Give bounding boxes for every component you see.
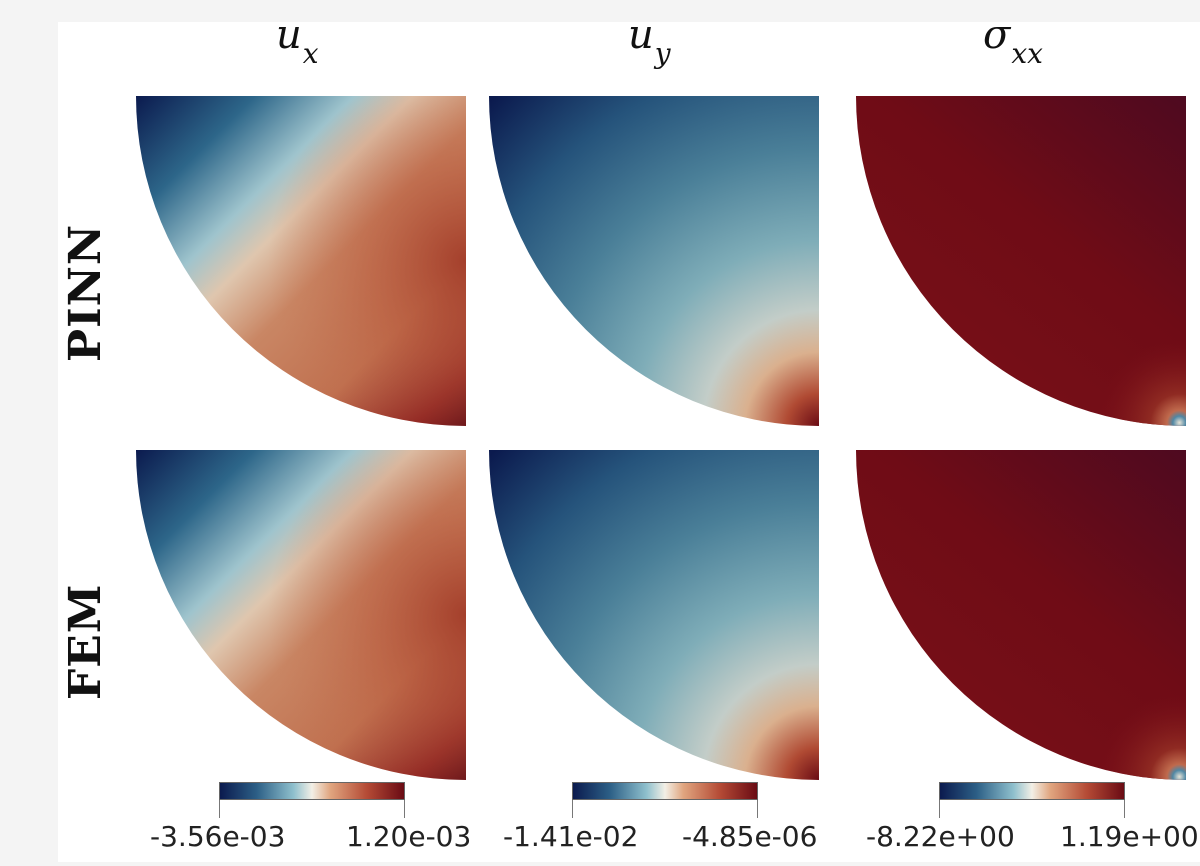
colorbar-uy-max-label: -4.85e-06 [682, 820, 818, 853]
colorbar-ux-max-tick [404, 800, 405, 818]
column-title-uy: uy [628, 12, 671, 70]
colorbar-sigma-xx-max-tick [1124, 800, 1125, 818]
column-title-sigma-xx: σxx [983, 12, 1043, 70]
fem-sigma-xx-field [856, 450, 1186, 780]
colorbar-uy-max-tick [757, 800, 758, 818]
colorbar-ux [219, 782, 405, 800]
colorbar-uy-min-tick [572, 800, 573, 818]
colorbar-uy-min-label: -1.41e-02 [503, 820, 639, 853]
colorbar-sigma-xx-min-label: -8.22e+00 [866, 820, 1015, 853]
colorbar-sigma-xx-max-label: 1.19e+00 [1060, 820, 1199, 853]
column-title-ux: ux [276, 12, 319, 70]
fem-uy-field [489, 450, 819, 780]
fem-ux-field [136, 450, 466, 780]
row-label-fem: FEM [60, 583, 111, 700]
colorbar-sigma-xx-min-tick [939, 800, 940, 818]
colorbar-sigma-xx [939, 782, 1125, 800]
pinn-sigma-xx-field [856, 96, 1186, 426]
colorbar-ux-max-label: 1.20e-03 [346, 820, 472, 853]
colorbar-ux-min-label: -3.56e-03 [150, 820, 286, 853]
colorbar-ux-min-tick [219, 800, 220, 818]
row-label-pinn: PINN [60, 223, 111, 362]
pinn-ux-field [136, 96, 466, 426]
colorbar-uy [572, 782, 758, 800]
pinn-uy-field [489, 96, 819, 426]
